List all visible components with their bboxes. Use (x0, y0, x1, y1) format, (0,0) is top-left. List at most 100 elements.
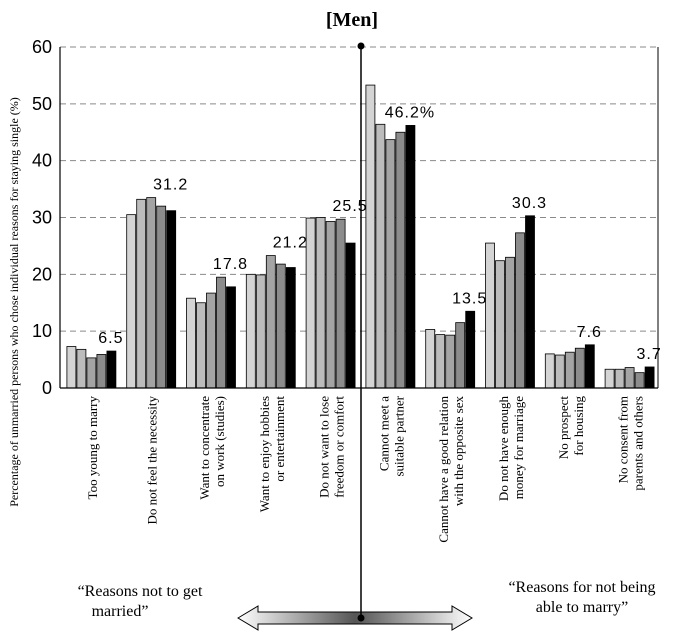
data-label: 25.5 (333, 198, 368, 215)
bar (634, 372, 645, 389)
bar (265, 255, 276, 389)
bar (146, 197, 157, 389)
bar (425, 329, 436, 389)
category-label: parents and others (631, 396, 646, 491)
y-tick-label: 40 (32, 151, 52, 171)
right-note: “Reasons for not being able to marry” (492, 578, 672, 618)
data-label: 6.5 (98, 330, 123, 347)
bar (245, 273, 256, 389)
category-label: or entertainment (272, 396, 287, 482)
category-label: Too young to marry (85, 396, 100, 500)
bar (544, 353, 555, 389)
left-note: “Reasons not to get married” (45, 582, 235, 622)
y-tick-label: 60 (32, 37, 52, 57)
bar (644, 366, 655, 389)
bar (435, 334, 446, 389)
bar (375, 123, 386, 389)
category-label: on work (studies) (212, 396, 227, 487)
y-tick-label: 50 (32, 94, 52, 114)
divider-top-dot (357, 42, 365, 50)
bar (285, 267, 296, 389)
bar (505, 256, 515, 389)
category-label: suitable partner (391, 395, 406, 476)
bar (455, 322, 466, 389)
bar (186, 297, 196, 389)
left-note-line-1: “Reasons not to get (77, 583, 203, 600)
bar (624, 367, 635, 389)
bar (574, 347, 585, 389)
divider-bottom-dot (357, 614, 365, 622)
category-label: with the opposite sex (451, 396, 466, 507)
category-labels: Too young to marry Do not feel the necess… (85, 395, 646, 542)
bar (106, 350, 117, 389)
bar (76, 348, 87, 389)
data-label: 7.6 (577, 324, 602, 341)
bar (325, 221, 336, 389)
bar (136, 198, 147, 389)
data-label: 30.3 (512, 195, 547, 212)
bar (525, 215, 535, 389)
data-label: 46.2% (385, 104, 435, 121)
category-label: Cannot have a good relation (436, 396, 451, 543)
bar (584, 344, 595, 389)
axes (59, 47, 659, 389)
right-note-line-2: able to marry” (535, 599, 629, 616)
bar (465, 310, 476, 389)
bar (96, 354, 107, 389)
bar (365, 84, 376, 389)
data-label: 21.2 (273, 235, 308, 252)
bar (216, 276, 226, 389)
y-tick-labels: 0 10 20 30 40 50 60 (32, 37, 52, 398)
category-label: money for marriage (511, 396, 526, 499)
data-label: 31.2 (153, 177, 188, 194)
bar (206, 292, 216, 389)
data-labels: 6.5 31.2 17.8 21.2 25.5 46.2% 13.5 30.3 7.6 3.7 (98, 104, 661, 363)
bar (156, 205, 167, 389)
data-label: 17.8 (213, 256, 248, 273)
category-label: Do not have enough (496, 396, 511, 502)
bars (66, 84, 655, 389)
category-label: No consent from (616, 396, 631, 483)
bar (485, 242, 495, 389)
bar (495, 260, 505, 389)
bar (345, 242, 356, 389)
category-label: Do not feel the necessity (145, 396, 160, 525)
category-label: Want to concentrate (197, 396, 212, 500)
y-axis-label: Percentage of unmarried persons who chos… (7, 97, 21, 507)
y-tick-label: 10 (32, 321, 52, 341)
right-note-line-1: “Reasons for not being (508, 579, 656, 596)
bar (196, 302, 206, 389)
bar (564, 351, 575, 389)
bar (614, 368, 625, 389)
bar (315, 217, 326, 389)
y-tick-label: 20 (32, 264, 52, 284)
category-label: freedom or comfort (332, 396, 347, 498)
y-tick-label: 30 (32, 208, 52, 228)
bar (604, 368, 615, 389)
bar (126, 214, 137, 389)
bar (226, 286, 236, 389)
bar (445, 334, 456, 389)
category-label: Want to enjoy hobbies (257, 396, 272, 512)
double-arrow-shape (237, 605, 473, 631)
bar (515, 232, 525, 389)
y-tick-label: 0 (42, 378, 52, 398)
bar (395, 131, 406, 389)
category-label: Do not want to lose (317, 396, 332, 498)
chart-title: [Men] (326, 9, 378, 31)
data-label: 13.5 (452, 290, 487, 307)
category-label: Cannot meet a (376, 396, 391, 471)
bar (86, 357, 97, 389)
bar (66, 346, 77, 389)
category-label: for housing (571, 396, 586, 456)
data-label: 3.7 (636, 346, 661, 363)
bar (405, 125, 416, 389)
double-arrow (237, 605, 473, 631)
category-label: No prospect (556, 396, 571, 460)
bar (275, 263, 286, 389)
bar (255, 274, 266, 389)
bar (554, 354, 565, 389)
bar (166, 210, 177, 389)
bar (335, 218, 346, 389)
